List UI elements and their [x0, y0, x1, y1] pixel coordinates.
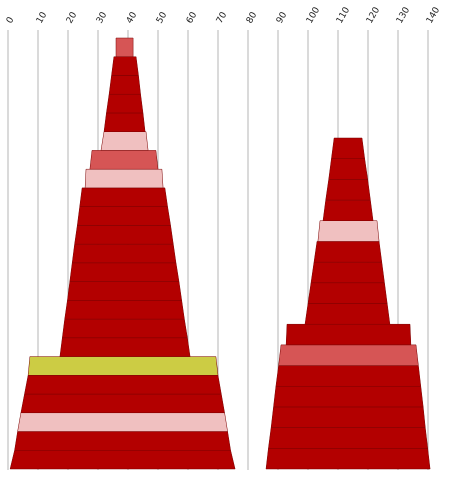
tower-row: [103, 112, 146, 132]
x-tick-label: 20: [65, 10, 80, 25]
x-tick-label: 40: [125, 10, 140, 25]
tower-row: [67, 281, 182, 301]
tower-row: [331, 137, 365, 159]
tower-row: [317, 220, 380, 242]
tower-row: [64, 300, 185, 320]
tower-row: [69, 262, 180, 282]
tower-row: [304, 303, 391, 325]
tower-row: [74, 225, 174, 245]
tower-row: [307, 282, 388, 304]
tower-row: [325, 179, 371, 201]
tower-row: [77, 206, 171, 226]
tower-row: [14, 431, 231, 451]
tower-row: [71, 243, 177, 264]
tower-row: [115, 37, 134, 57]
tower-row: [328, 158, 368, 180]
x-tick-label: 50: [155, 10, 170, 25]
tower-row: [89, 150, 159, 170]
tower-row: [275, 365, 422, 387]
tower-row: [278, 344, 419, 366]
tower-row: [310, 261, 385, 284]
x-tick-label: 110: [335, 5, 352, 25]
tower-row: [9, 450, 236, 470]
tower-row: [106, 93, 144, 114]
x-tick-label: 100: [305, 5, 322, 25]
tower-row: [285, 323, 412, 346]
tower-row: [322, 199, 374, 221]
tower-row: [108, 75, 141, 95]
tower-row: [100, 131, 149, 151]
x-tick-label: 130: [395, 5, 412, 25]
tower-row: [265, 448, 431, 470]
x-tick-label: 90: [275, 10, 290, 25]
x-tick-label: 30: [95, 10, 110, 25]
tower-row: [111, 56, 139, 76]
tower-row: [273, 386, 424, 408]
tower-row: [270, 406, 426, 428]
tower-row: [59, 337, 191, 357]
tower-row: [84, 168, 164, 189]
x-tick-label: 10: [35, 10, 50, 25]
x-tick-label: 60: [185, 10, 200, 25]
tower-row: [62, 318, 188, 339]
tower-row: [268, 427, 428, 449]
tower-row: [17, 412, 228, 432]
x-tick-label: 120: [365, 5, 382, 25]
x-tick-label: 70: [215, 10, 230, 25]
tower-row: [79, 187, 168, 207]
tower-row: [20, 393, 225, 414]
x-tick-label: 0: [5, 15, 17, 25]
x-tick-label: 140: [425, 5, 442, 25]
x-tick-label: 80: [245, 10, 260, 25]
tower-row: [313, 241, 383, 263]
tower-row: [24, 375, 222, 395]
tower-row: [27, 356, 219, 376]
